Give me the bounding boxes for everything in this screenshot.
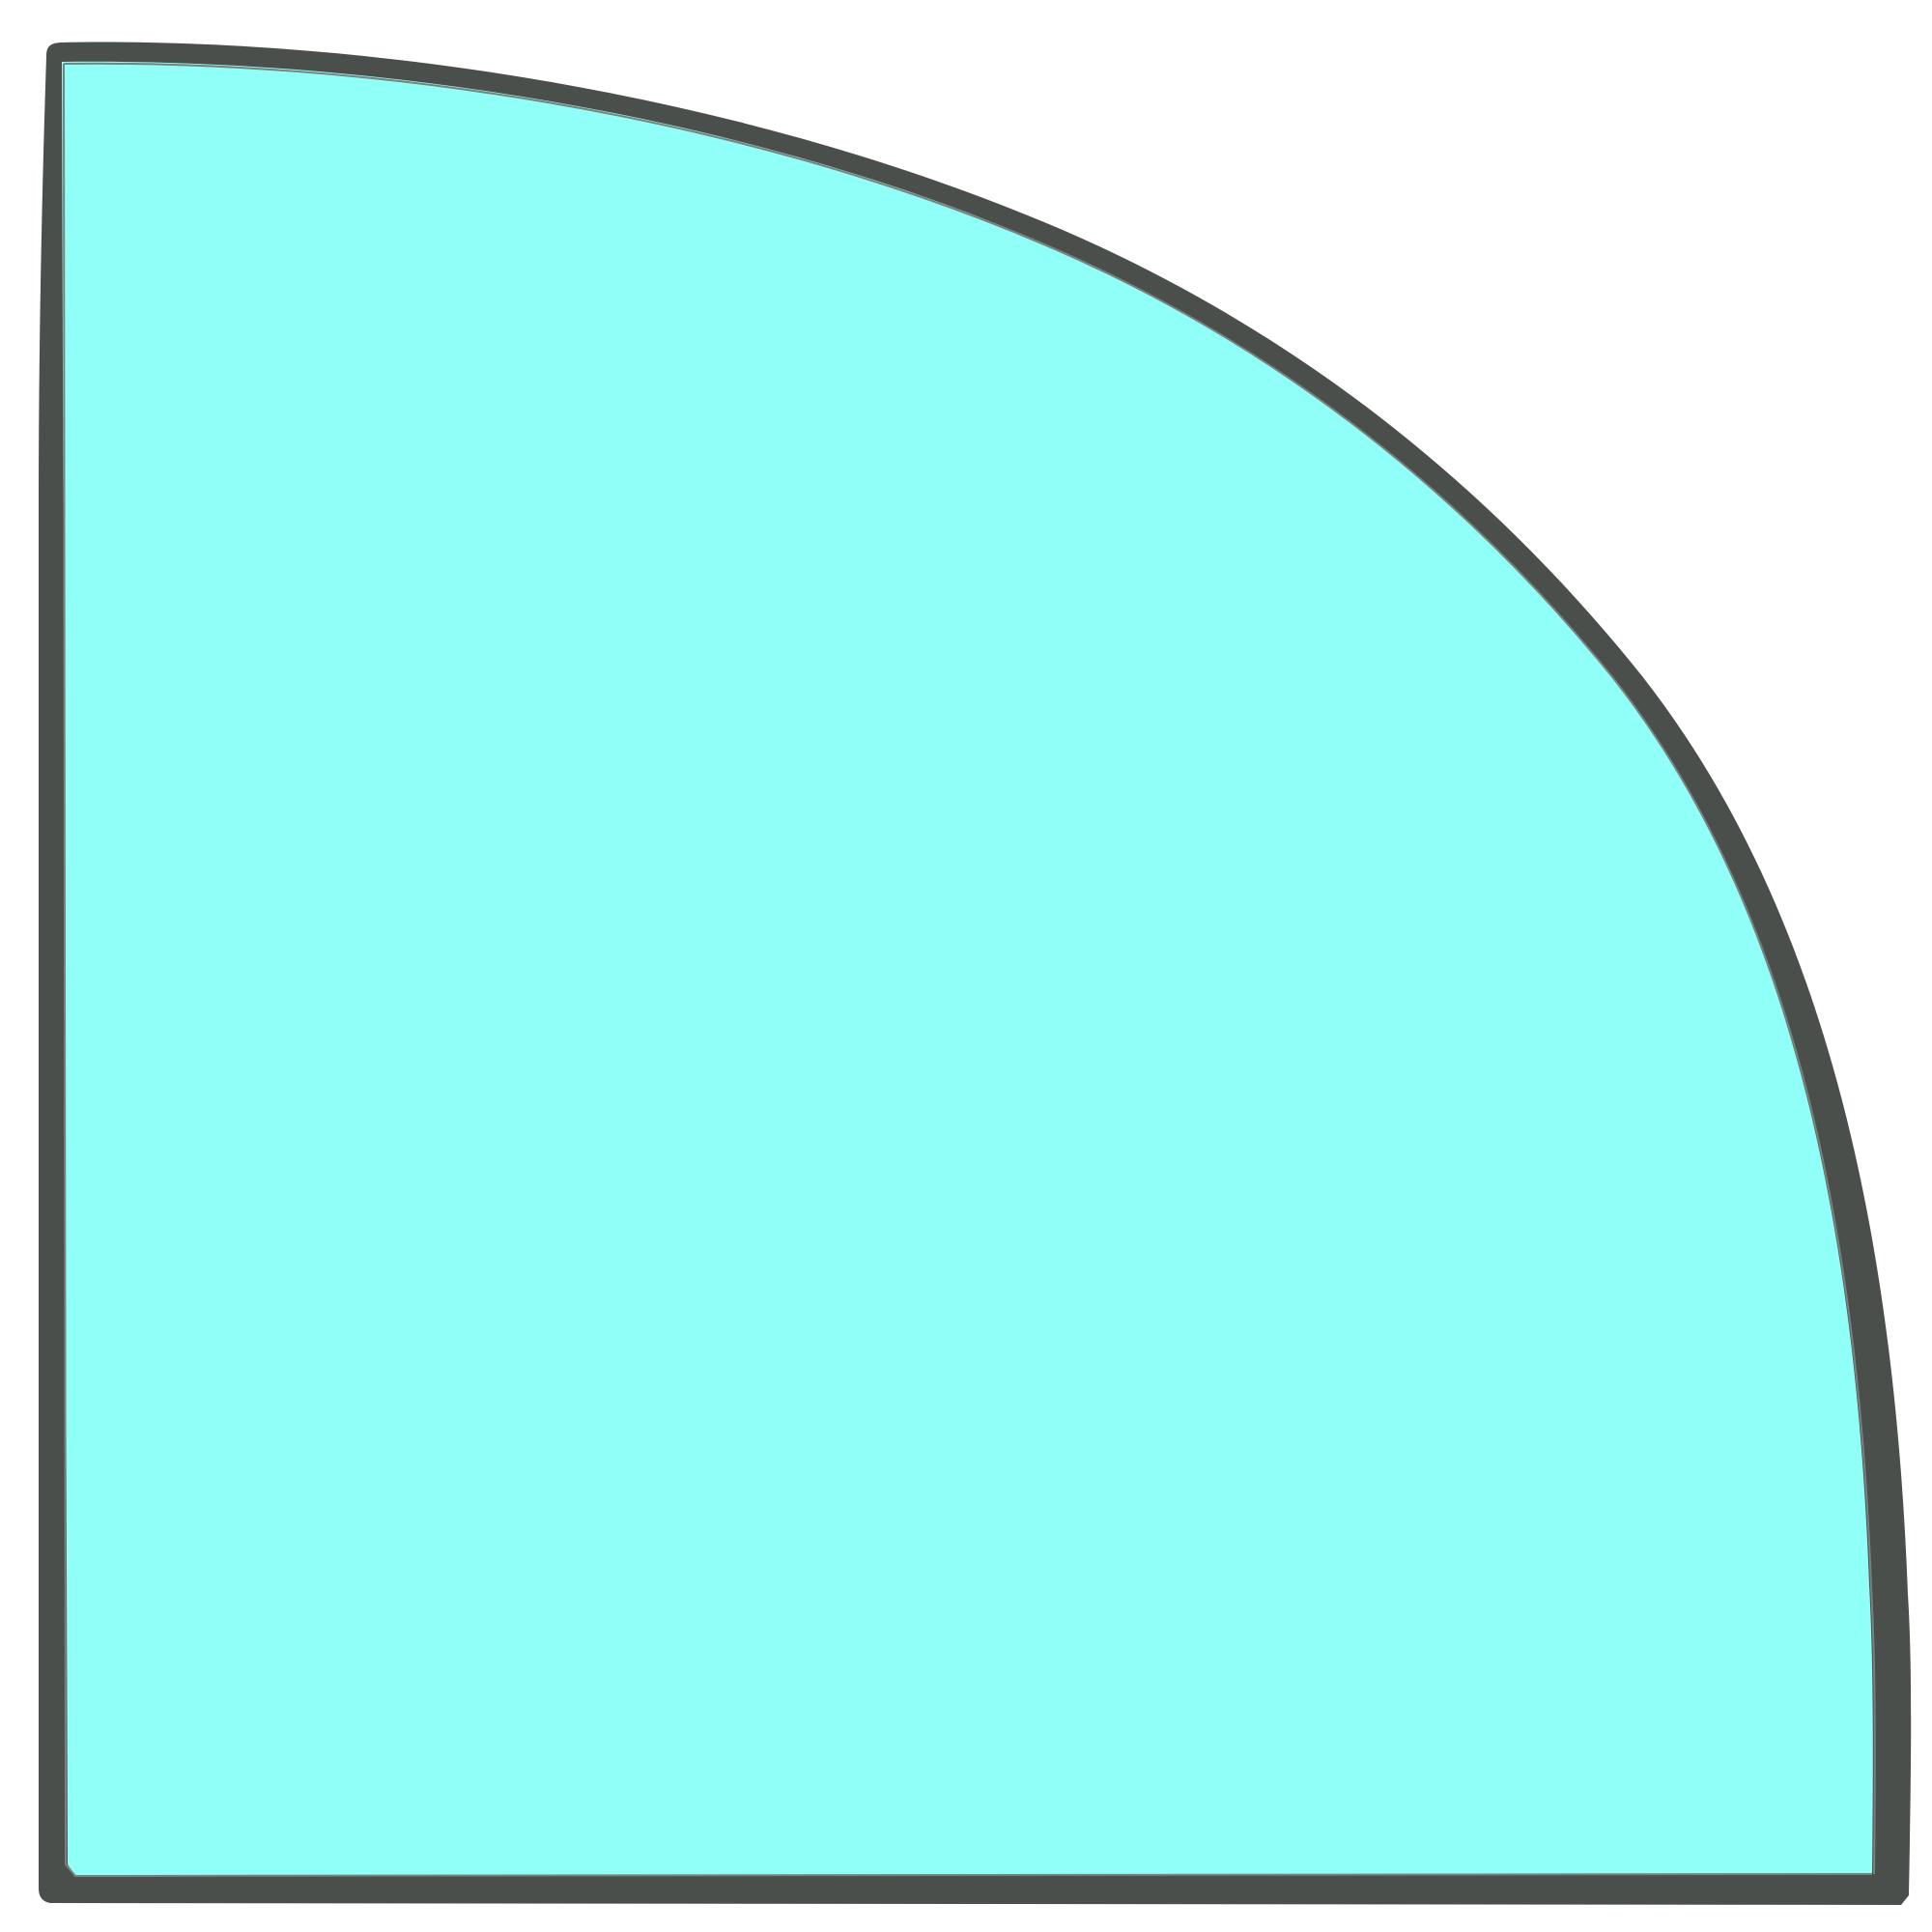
quarter-fill <box>62 61 1873 1876</box>
inner-edge-line <box>63 62 1876 1875</box>
inner-left-bottom-line <box>63 63 1873 1878</box>
